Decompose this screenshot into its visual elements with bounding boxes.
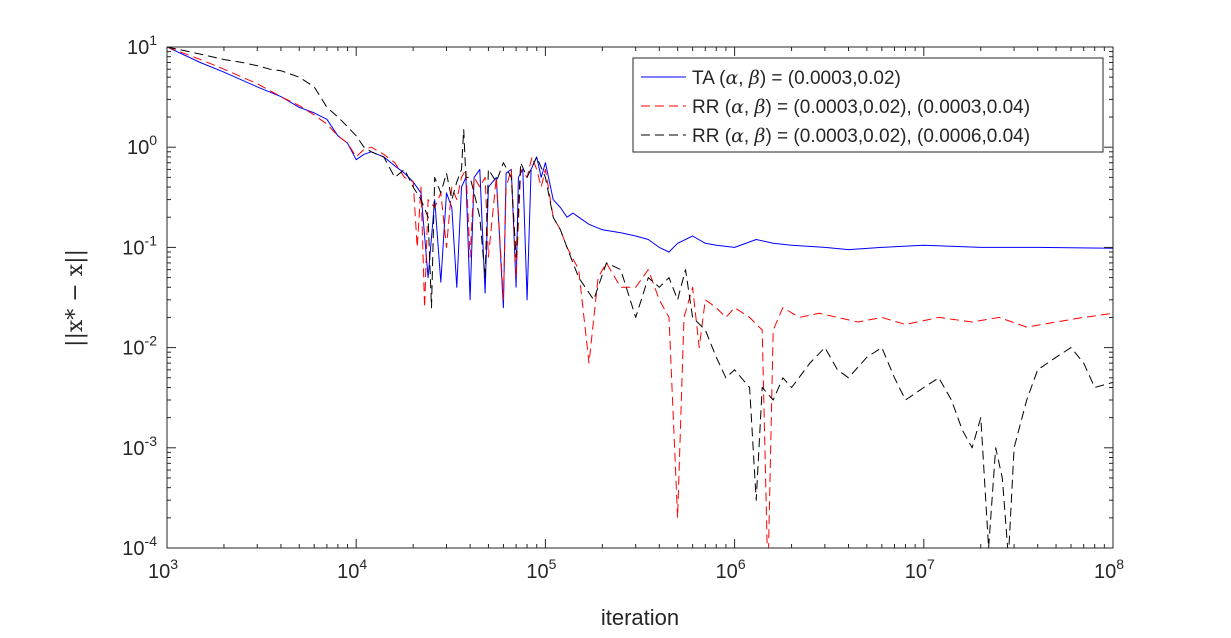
x-tick-label-0: 103 (148, 556, 178, 583)
x-tick-label-5: 108 (1094, 556, 1124, 583)
legend-label-1: TA (α, β) = (0.0003,0.02) (692, 67, 901, 89)
y-tick-label-4: 100 (127, 132, 157, 159)
x-tick-label-4: 107 (905, 556, 935, 583)
legend-entries: TA (α, β) = (0.0003,0.02) RR (α, β) = (0.… (641, 67, 1030, 147)
legend-box (632, 57, 1104, 153)
legend-label-2: RR (α, β) = (0.0003,0.02), (0.0003,0.04) (692, 96, 1030, 118)
x-tick-label-3: 106 (716, 556, 746, 583)
x-tick-label-2: 105 (526, 556, 556, 583)
y-tick-label-1: 10-3 (122, 433, 157, 460)
y-axis-title: ||x* − x|| (63, 249, 88, 347)
y-tick-label-0: 10-4 (122, 533, 157, 560)
legend-label-3: RR (α, β) = (0.0003,0.02), (0.0006,0.04) (692, 125, 1030, 147)
y-tick-label-3: 10-1 (122, 232, 157, 259)
series-layer (167, 47, 1113, 548)
plot-frame (166, 46, 1114, 549)
legend-item-2: RR (α, β) = (0.0003,0.02), (0.0003,0.04) (641, 96, 1030, 118)
x-axis-title: iteration (601, 605, 679, 630)
y-tick-label-5: 101 (127, 32, 157, 59)
legend-item-3: RR (α, β) = (0.0003,0.02), (0.0006,0.04) (641, 125, 1030, 147)
legend-item-1: TA (α, β) = (0.0003,0.02) (641, 67, 901, 89)
series-line-2 (167, 47, 1113, 548)
series-line-3 (167, 47, 1113, 548)
legend: TA (α, β) = (0.0003,0.02) RR (α, β) = (0.… (632, 57, 1104, 153)
y-tick-label-2: 10-2 (122, 333, 157, 360)
axis-layer: 103 104 105 106 107 108 10-4 10-3 10-2 10-1 100 101 (122, 32, 1124, 583)
x-tick-label-1: 104 (337, 556, 367, 583)
